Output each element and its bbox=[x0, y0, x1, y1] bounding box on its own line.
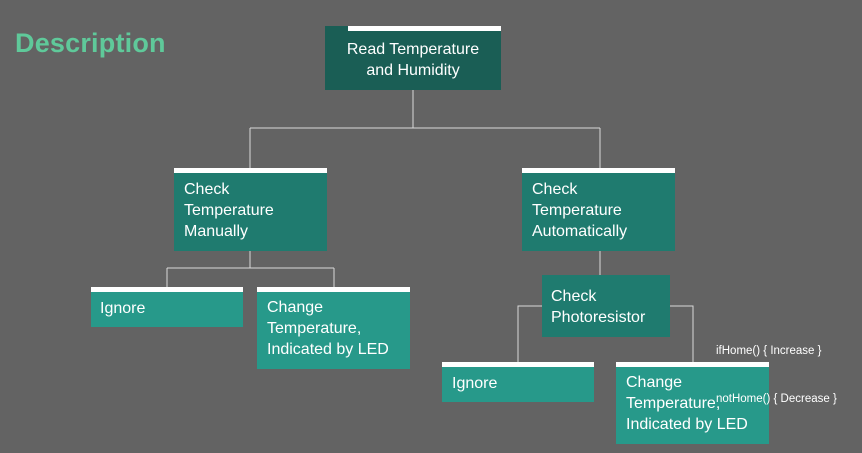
code-note-line-1: ifHome() { Increase } bbox=[716, 345, 822, 357]
node-ignore-right: Ignore bbox=[442, 362, 594, 402]
node-change-right: Change Temperature, Indicated by LED bbox=[616, 362, 769, 444]
node-change-left: Change Temperature, Indicated by LED bbox=[257, 287, 410, 369]
code-note-line-2: notHome() { Decrease } bbox=[716, 393, 837, 405]
page-title: Description bbox=[15, 28, 166, 58]
code-note: ifHome() { Increase } notHome() { Decrea… bbox=[716, 311, 837, 423]
node-check-photoresistor: Check Photoresistor bbox=[542, 275, 670, 337]
node-ignore-left: Ignore bbox=[91, 287, 243, 327]
connector-photo-right bbox=[670, 305, 694, 362]
node-check-manually: Check Temperature Manually bbox=[174, 168, 327, 251]
node-check-automatically: Check Temperature Automatically bbox=[522, 168, 675, 251]
connector-photo-left bbox=[517, 305, 542, 362]
node-read-temperature: Read Temperature and Humidity bbox=[325, 26, 501, 90]
